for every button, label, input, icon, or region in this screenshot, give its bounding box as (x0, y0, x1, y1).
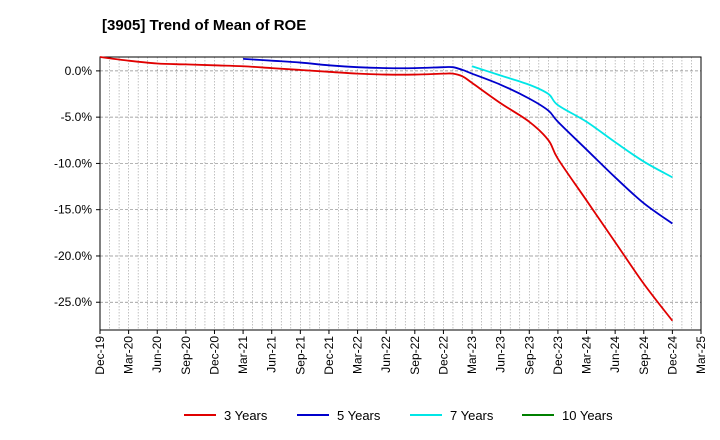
legend-label: 3 Years (224, 408, 268, 423)
x-tick-label: Dec-24 (665, 336, 679, 375)
x-tick-label: Dec-22 (436, 336, 450, 375)
x-tick-label: Jun-23 (494, 336, 508, 373)
x-tick-label: Mar-25 (694, 336, 708, 374)
y-tick-label: 0.0% (65, 64, 93, 78)
legend-label: 10 Years (562, 408, 613, 423)
legend: 3 Years 5 Years 7 Years 10 Years (184, 408, 613, 423)
y-axis: 0.0% -5.0% -10.0% -15.0% -20.0% -25.0% (54, 64, 100, 309)
series-line-3-years (99, 56, 674, 322)
x-tick-label: Mar-20 (122, 336, 136, 374)
x-tick-label: Dec-19 (93, 336, 107, 375)
x-tick-label: Dec-21 (322, 336, 336, 375)
x-tick-label: Mar-24 (580, 336, 594, 374)
x-tick-label: Sep-24 (637, 336, 651, 375)
grid (100, 57, 701, 330)
x-tick-label: Jun-21 (265, 336, 279, 373)
x-tick-label: Sep-23 (522, 336, 536, 375)
y-tick-label: -10.0% (54, 156, 92, 170)
chart-title: [3905] Trend of Mean of ROE (102, 17, 306, 34)
x-tick-label: Sep-22 (408, 336, 422, 375)
y-tick-label: -25.0% (54, 295, 92, 309)
plot-area (99, 56, 702, 331)
series-lines (99, 56, 674, 322)
x-tick-label: Jun-22 (379, 336, 393, 373)
series-line-5-years (243, 57, 673, 225)
series-line-7-years (471, 65, 673, 179)
x-tick-label: Dec-20 (207, 336, 221, 375)
y-tick-label: -5.0% (61, 110, 93, 124)
x-tick-label: Sep-21 (293, 336, 307, 375)
x-tick-label: Mar-22 (351, 336, 365, 374)
x-tick-label: Jun-24 (608, 336, 622, 373)
x-tick-label: Jun-20 (150, 336, 164, 373)
legend-label: 5 Years (337, 408, 381, 423)
x-axis: Dec-19 Mar-20 Jun-20 Sep-20 Dec-20 Mar-21 Jun-… (93, 330, 708, 375)
x-tick-label: Sep-20 (179, 336, 193, 375)
y-tick-label: -20.0% (54, 249, 92, 263)
x-tick-label: Mar-21 (236, 336, 250, 374)
x-tick-label: Mar-23 (465, 336, 479, 374)
legend-label: 7 Years (450, 408, 494, 423)
y-tick-label: -15.0% (54, 203, 92, 217)
x-tick-label: Dec-23 (551, 336, 565, 375)
